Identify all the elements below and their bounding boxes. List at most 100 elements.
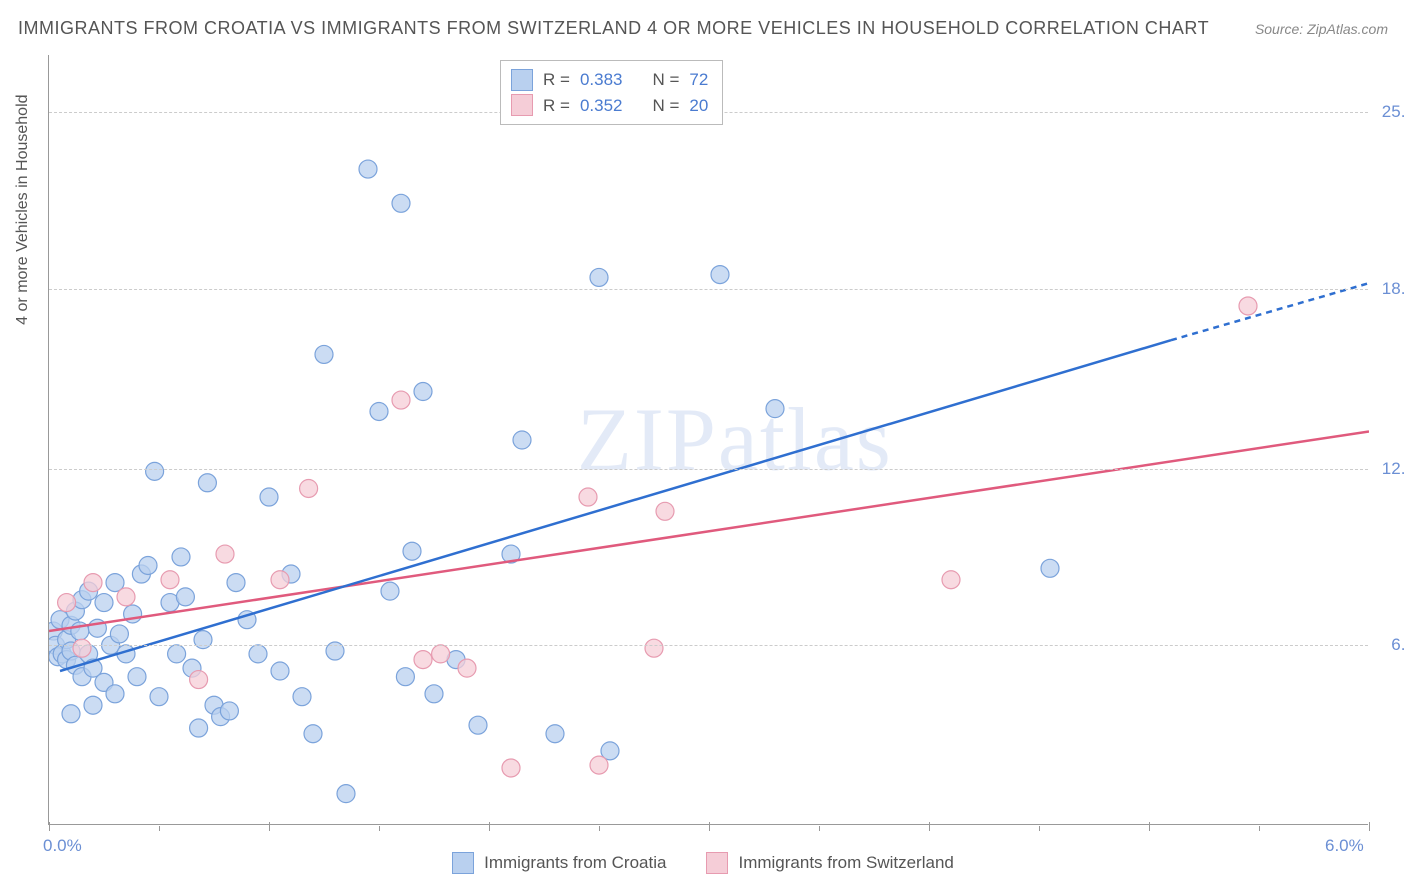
xtick-major — [709, 822, 710, 831]
data-point — [249, 645, 267, 663]
xtick-minor — [379, 826, 380, 831]
data-point — [271, 662, 289, 680]
xtick-major — [489, 822, 490, 831]
r-value-croatia: 0.383 — [580, 67, 623, 93]
data-point — [414, 651, 432, 669]
xtick-major — [269, 822, 270, 831]
ytick-label: 18.8% — [1382, 279, 1406, 299]
xtick-minor — [1039, 826, 1040, 831]
legend-row-switzerland: R = 0.352 N = 20 — [511, 93, 708, 119]
ytick-label: 25.0% — [1382, 102, 1406, 122]
chart-title: IMMIGRANTS FROM CROATIA VS IMMIGRANTS FR… — [18, 18, 1209, 39]
correlation-legend: R = 0.383 N = 72 R = 0.352 N = 20 — [500, 60, 723, 125]
xtick-minor — [599, 826, 600, 831]
data-point — [117, 588, 135, 606]
data-point — [425, 685, 443, 703]
data-point — [172, 548, 190, 566]
xtick-minor — [159, 826, 160, 831]
trend-line — [60, 340, 1171, 671]
xtick-minor — [819, 826, 820, 831]
series-legend: Immigrants from Croatia Immigrants from … — [0, 852, 1406, 874]
data-point — [414, 383, 432, 401]
swatch-croatia-icon — [452, 852, 474, 874]
xtick-major — [1369, 822, 1370, 831]
xtick-major — [1149, 822, 1150, 831]
data-point — [110, 625, 128, 643]
y-axis-label: 4 or more Vehicles in Household — [14, 94, 32, 324]
data-point — [579, 488, 597, 506]
data-point — [190, 719, 208, 737]
r-label: R = — [543, 93, 570, 119]
data-point — [502, 759, 520, 777]
data-point — [304, 725, 322, 743]
data-point — [656, 502, 674, 520]
n-label: N = — [652, 93, 679, 119]
data-point — [106, 685, 124, 703]
data-point — [513, 431, 531, 449]
data-point — [220, 702, 238, 720]
data-point — [198, 474, 216, 492]
data-point — [458, 659, 476, 677]
data-point — [168, 645, 186, 663]
gridline — [49, 645, 1368, 646]
data-point — [271, 571, 289, 589]
data-point — [1041, 559, 1059, 577]
data-point — [403, 542, 421, 560]
legend-item-croatia: Immigrants from Croatia — [452, 852, 666, 874]
legend-row-croatia: R = 0.383 N = 72 — [511, 67, 708, 93]
legend-label-croatia: Immigrants from Croatia — [484, 853, 666, 873]
n-label: N = — [652, 67, 679, 93]
swatch-croatia-icon — [511, 69, 533, 91]
xtick-major — [929, 822, 930, 831]
data-point — [62, 705, 80, 723]
trend-line — [49, 431, 1369, 631]
data-point — [711, 266, 729, 284]
r-label: R = — [543, 67, 570, 93]
r-value-switzerland: 0.352 — [580, 93, 623, 119]
chart-plot-area: ZIPatlas 6.3%12.5%18.8%25.0%0.0%6.0% — [48, 55, 1368, 825]
data-point — [139, 556, 157, 574]
data-point — [590, 756, 608, 774]
data-point — [300, 479, 318, 497]
data-point — [293, 688, 311, 706]
data-point — [84, 696, 102, 714]
data-point — [370, 402, 388, 420]
data-point — [546, 725, 564, 743]
data-point — [95, 594, 113, 612]
data-point — [315, 345, 333, 363]
data-point — [645, 639, 663, 657]
data-point — [1239, 297, 1257, 315]
data-point — [58, 594, 76, 612]
data-point — [150, 688, 168, 706]
data-point — [260, 488, 278, 506]
ytick-label: 6.3% — [1391, 635, 1406, 655]
scatter-svg — [49, 55, 1369, 825]
n-value-switzerland: 20 — [689, 93, 708, 119]
swatch-switzerland-icon — [706, 852, 728, 874]
data-point — [190, 671, 208, 689]
chart-source: Source: ZipAtlas.com — [1255, 21, 1388, 37]
xtick-major — [49, 822, 50, 831]
legend-item-switzerland: Immigrants from Switzerland — [706, 852, 953, 874]
data-point — [84, 574, 102, 592]
data-point — [469, 716, 487, 734]
data-point — [392, 194, 410, 212]
data-point — [176, 588, 194, 606]
data-point — [73, 639, 91, 657]
data-point — [942, 571, 960, 589]
ytick-label: 12.5% — [1382, 459, 1406, 479]
data-point — [766, 400, 784, 418]
xtick-minor — [1259, 826, 1260, 831]
chart-header: IMMIGRANTS FROM CROATIA VS IMMIGRANTS FR… — [18, 18, 1388, 39]
n-value-croatia: 72 — [689, 67, 708, 93]
legend-label-switzerland: Immigrants from Switzerland — [738, 853, 953, 873]
data-point — [381, 582, 399, 600]
data-point — [396, 668, 414, 686]
gridline — [49, 289, 1368, 290]
data-point — [392, 391, 410, 409]
data-point — [432, 645, 450, 663]
swatch-switzerland-icon — [511, 94, 533, 116]
data-point — [359, 160, 377, 178]
data-point — [161, 571, 179, 589]
data-point — [590, 268, 608, 286]
